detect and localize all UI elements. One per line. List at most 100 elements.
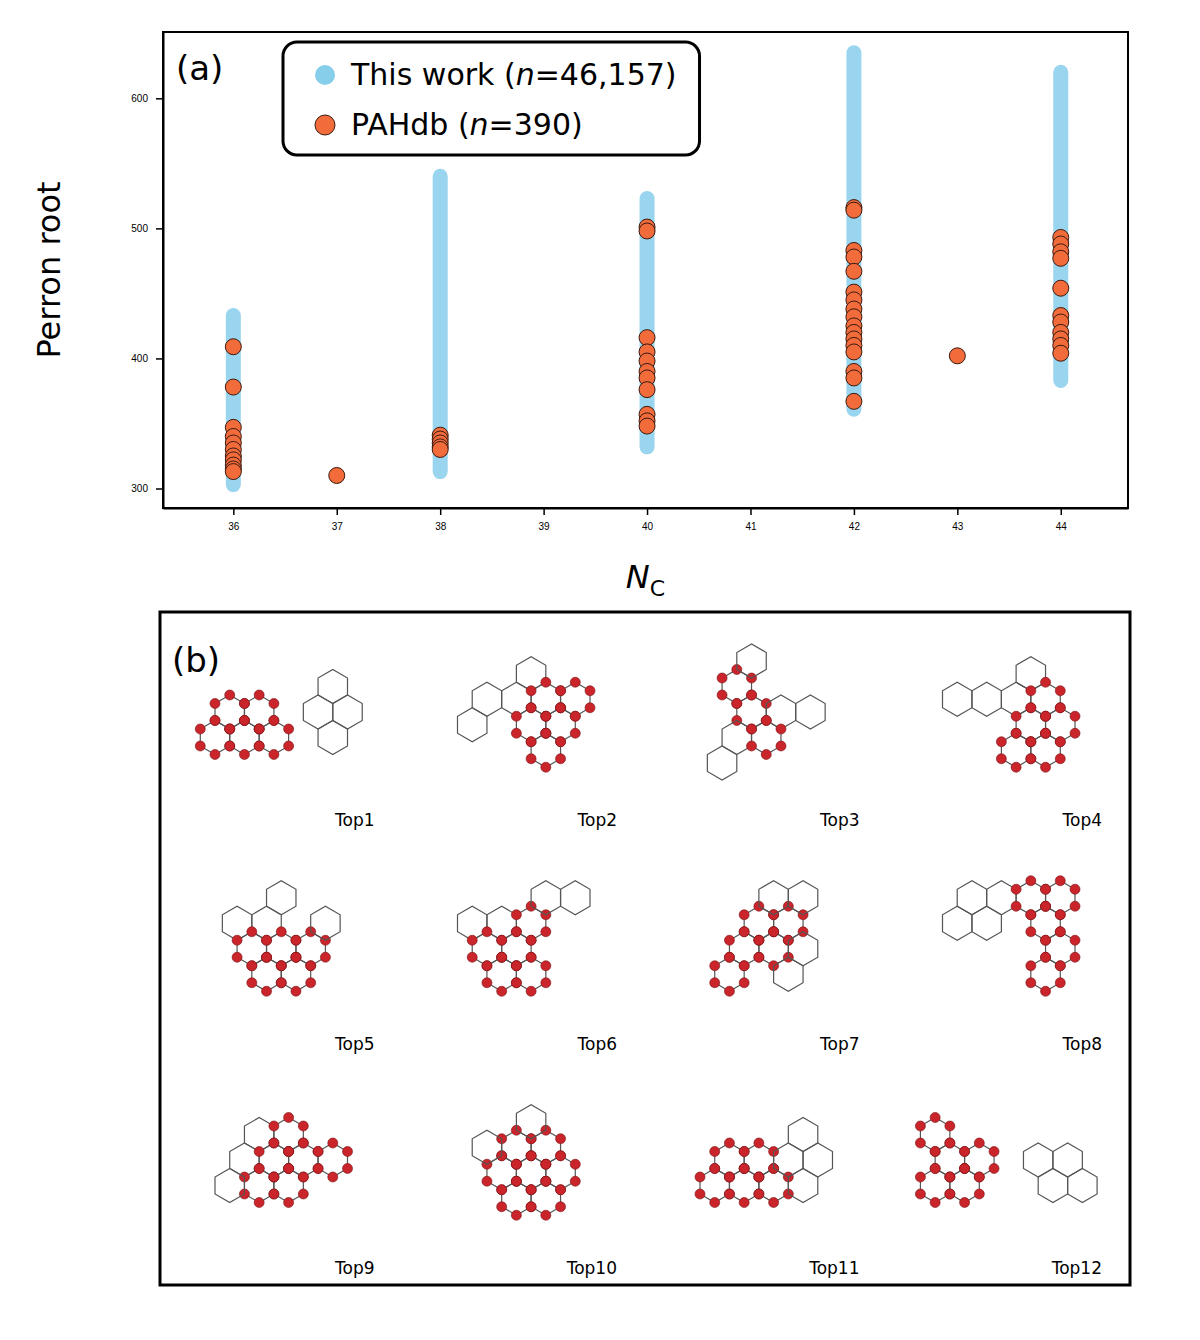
atom xyxy=(247,927,257,937)
x-tick-label: 37 xyxy=(332,521,344,532)
atom xyxy=(974,1189,984,1199)
atom xyxy=(511,910,521,920)
atom xyxy=(541,711,551,721)
atom xyxy=(291,952,301,962)
atom xyxy=(497,1185,507,1195)
atom xyxy=(1041,728,1051,738)
atom xyxy=(254,741,264,751)
atom xyxy=(269,1172,279,1182)
x-axis-title-main: N xyxy=(626,558,650,596)
atom xyxy=(1055,910,1065,920)
x-tick-label: 41 xyxy=(745,521,757,532)
atom xyxy=(754,935,764,945)
point xyxy=(639,330,655,346)
atom xyxy=(1041,901,1051,911)
atom xyxy=(585,686,595,696)
atom xyxy=(724,1138,734,1148)
atom xyxy=(298,1172,308,1182)
atom xyxy=(710,1147,720,1157)
atom xyxy=(254,724,264,734)
atom xyxy=(511,961,521,971)
atom xyxy=(1041,728,1051,738)
atom xyxy=(526,1185,536,1195)
atom xyxy=(1026,737,1036,747)
ring xyxy=(1053,1143,1082,1177)
atom xyxy=(739,1147,749,1157)
atom xyxy=(262,935,272,945)
x-tick-mark xyxy=(233,508,235,515)
point xyxy=(432,441,448,457)
atom xyxy=(291,935,301,945)
atom xyxy=(284,741,294,751)
atom xyxy=(482,961,492,971)
x-tick: 39 xyxy=(539,508,551,532)
x-tick: 38 xyxy=(435,508,447,532)
atom xyxy=(739,910,749,920)
atom xyxy=(724,1172,734,1182)
atom xyxy=(526,1185,536,1195)
panel-label: (a) xyxy=(176,48,223,88)
ring xyxy=(318,721,347,755)
atom xyxy=(541,711,551,721)
atom xyxy=(291,935,301,945)
atom xyxy=(960,1147,970,1157)
range-band xyxy=(226,308,241,492)
atom xyxy=(754,952,764,962)
atom xyxy=(1026,876,1036,886)
atom xyxy=(945,1172,955,1182)
x-tick-label: 39 xyxy=(539,521,551,532)
atom xyxy=(915,1138,925,1148)
atom xyxy=(754,1189,764,1199)
ring xyxy=(942,682,971,716)
atom xyxy=(1041,711,1051,721)
structure: Top11 xyxy=(695,1118,860,1279)
atom xyxy=(989,1147,999,1157)
ring xyxy=(788,1169,817,1203)
atom xyxy=(232,952,242,962)
atom xyxy=(724,986,734,996)
atom xyxy=(269,716,279,726)
atom xyxy=(1011,728,1021,738)
atom xyxy=(1041,711,1051,721)
ring xyxy=(215,1169,244,1203)
legend-label: This work (n=46,157) xyxy=(350,57,677,92)
atom xyxy=(754,935,764,945)
range-band xyxy=(640,191,655,454)
atom xyxy=(1041,901,1051,911)
atom xyxy=(930,1113,940,1123)
atom xyxy=(1055,910,1065,920)
atom xyxy=(254,1147,264,1157)
atom xyxy=(724,1172,734,1182)
atom xyxy=(497,986,507,996)
atom xyxy=(195,741,205,751)
ring xyxy=(788,1118,817,1152)
atom xyxy=(1055,961,1065,971)
atom xyxy=(284,1164,294,1174)
point xyxy=(949,348,965,364)
atom xyxy=(739,961,749,971)
atom xyxy=(541,762,551,772)
atom xyxy=(1026,961,1036,971)
atom xyxy=(541,1176,551,1186)
atom xyxy=(269,1189,279,1199)
structure: Top3 xyxy=(707,644,859,830)
y-tick: 400 xyxy=(131,353,163,364)
atom xyxy=(974,1172,984,1182)
atom xyxy=(284,1164,294,1174)
atom xyxy=(556,1185,566,1195)
atom xyxy=(915,1172,925,1182)
atom xyxy=(761,716,771,726)
atom xyxy=(511,961,521,971)
atom xyxy=(717,673,727,683)
atom xyxy=(313,1147,323,1157)
x-tick: 42 xyxy=(849,508,861,532)
ring xyxy=(267,881,296,915)
atom xyxy=(1055,927,1065,937)
atom xyxy=(556,703,566,713)
structure: Top5 xyxy=(222,881,374,1054)
atom xyxy=(210,716,220,726)
atom xyxy=(945,1189,955,1199)
atom xyxy=(556,737,566,747)
atom xyxy=(541,1159,551,1169)
atom xyxy=(945,1138,955,1148)
